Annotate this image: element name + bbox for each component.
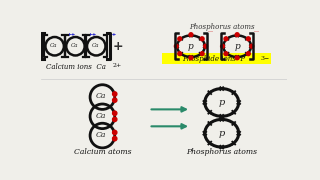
Circle shape [235, 33, 239, 37]
Circle shape [174, 44, 178, 48]
Circle shape [113, 98, 117, 102]
Text: p: p [188, 42, 194, 51]
Circle shape [250, 44, 254, 48]
Text: Ca: Ca [50, 43, 58, 48]
Text: p: p [234, 42, 240, 51]
Circle shape [178, 37, 182, 41]
Text: Ca: Ca [96, 112, 106, 120]
Circle shape [235, 56, 239, 60]
Circle shape [224, 52, 228, 56]
Circle shape [113, 130, 117, 135]
Text: +: + [113, 40, 123, 53]
Text: ---: --- [254, 30, 260, 35]
Text: Phosphide ions  P: Phosphide ions P [182, 55, 246, 63]
Circle shape [246, 52, 250, 56]
Text: Ca: Ca [96, 131, 106, 139]
Text: Ca: Ca [92, 43, 99, 48]
Text: Calcium atoms: Calcium atoms [74, 148, 131, 156]
Text: Ca: Ca [71, 43, 78, 48]
Circle shape [246, 37, 250, 41]
Text: ---: --- [208, 30, 214, 35]
FancyBboxPatch shape [162, 53, 271, 64]
Text: 2+: 2+ [112, 63, 122, 68]
Circle shape [178, 52, 182, 56]
Text: Phosphorus atoms: Phosphorus atoms [189, 23, 255, 31]
Circle shape [224, 37, 228, 41]
Circle shape [204, 44, 207, 48]
Circle shape [113, 117, 117, 122]
Circle shape [189, 33, 193, 37]
Text: Ca: Ca [96, 92, 106, 100]
Text: Phosphorus atoms: Phosphorus atoms [186, 148, 257, 156]
Circle shape [220, 44, 224, 48]
Circle shape [200, 52, 204, 56]
Text: Calcium ions  Ca: Calcium ions Ca [45, 63, 105, 71]
Circle shape [113, 92, 117, 96]
Text: 3−: 3− [260, 56, 269, 61]
Circle shape [113, 111, 117, 115]
Circle shape [113, 136, 117, 141]
Circle shape [200, 37, 204, 41]
Text: ++: ++ [66, 32, 76, 37]
Circle shape [189, 56, 193, 60]
Text: ++: ++ [108, 32, 117, 37]
Text: ++: ++ [87, 32, 96, 37]
Text: p: p [219, 98, 225, 107]
Text: p: p [219, 129, 225, 138]
